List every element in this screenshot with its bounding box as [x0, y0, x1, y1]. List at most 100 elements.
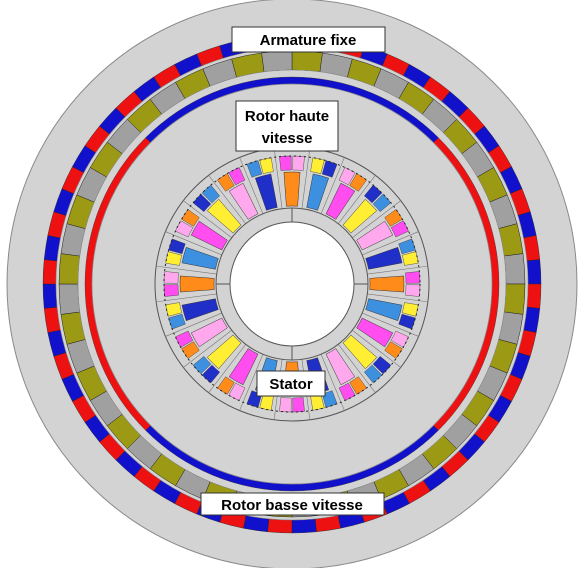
label-rotor-hs-line1: Rotor haute [245, 108, 329, 125]
label-armature-box [231, 26, 386, 53]
stator-winding-small [181, 209, 200, 227]
stator-winding-small [398, 313, 416, 330]
armature-magnet [291, 518, 317, 534]
armature-magnet [526, 259, 542, 285]
stator-tooth [208, 344, 246, 393]
stator-winding-boundary [163, 155, 421, 413]
label-rotor-hs-line2: vitesse [262, 130, 313, 147]
label-rotor-ls-text: Rotor basse vitesse [221, 497, 363, 514]
pole-piece [291, 50, 323, 73]
stator-tooth [165, 231, 222, 256]
stator-tooth [156, 265, 217, 275]
stator-tooth [338, 175, 376, 224]
stator-winding [306, 173, 330, 211]
stator-winding-small [279, 155, 292, 171]
stator-tooth [301, 148, 311, 209]
stator-tooth [362, 231, 419, 256]
stator-tooth [367, 265, 428, 275]
stator-winding [228, 348, 259, 386]
stator-tooth [183, 330, 232, 368]
stator-winding-small [163, 284, 179, 297]
stator-winding-small [390, 330, 409, 348]
stator-tooth [183, 200, 232, 238]
stator-tooth [352, 330, 401, 368]
stator-winding [325, 182, 356, 220]
stator-tooth [320, 157, 345, 214]
stator-winding [342, 334, 378, 370]
stator-winding-small [192, 193, 212, 212]
stator-tooth [338, 344, 376, 393]
stator-winding-small [228, 382, 246, 401]
stator-winding-small [217, 173, 235, 192]
stator-winding [228, 182, 259, 220]
stator-winding [206, 198, 242, 234]
stator-winding [179, 275, 215, 293]
label-rotor-basse-vitesse: Rotor basse vitesse [200, 492, 385, 516]
stator-winding [365, 246, 403, 270]
stator-winding [369, 275, 405, 293]
label-armature-fixe: Armature fixe [231, 26, 386, 53]
label-rotor-haute-vitesse: Rotor haute vitesse [235, 100, 339, 152]
shaft-bore [229, 221, 355, 347]
label-stator: Stator [256, 370, 326, 397]
stator-tooth [239, 354, 264, 411]
stator-tooth [239, 157, 264, 214]
stator-winding [181, 298, 219, 322]
stator-tooth [352, 200, 401, 238]
stator-winding [365, 298, 403, 322]
stator-winding-small [384, 209, 403, 227]
stator-tooth [273, 148, 283, 209]
stator-winding [190, 220, 228, 251]
stator-winding [356, 220, 394, 251]
label-armature-text: Armature fixe [260, 32, 357, 49]
stator-tooth [156, 293, 217, 303]
stator-tooth [208, 175, 246, 224]
label-rotor-ls-box [200, 492, 385, 516]
stator-winding-small [292, 397, 305, 413]
stator-tooth [362, 312, 419, 337]
pole-piece [503, 283, 526, 315]
stator-winding-small [364, 184, 383, 204]
stator-winding-small [175, 330, 194, 348]
stator-winding-small [201, 184, 220, 204]
label-stator-text: Stator [269, 376, 313, 393]
armature-magnet [267, 518, 293, 534]
pole-piece [58, 283, 81, 315]
stator-winding-small [338, 382, 356, 401]
stator-winding [325, 348, 356, 386]
armature-magnet [42, 283, 58, 309]
stator-winding-small [217, 376, 235, 395]
stator-tooth [367, 293, 428, 303]
stator-winding-small [292, 155, 305, 171]
stator-winding-small [372, 193, 392, 212]
stator-winding-small [310, 157, 325, 174]
armature-magnet [526, 283, 542, 309]
stator-winding [283, 171, 301, 207]
stator-winding-small [201, 364, 220, 384]
stator-winding [356, 317, 394, 348]
stator-winding [190, 317, 228, 348]
stator-winding-small [259, 157, 274, 174]
armature-magnet [42, 259, 58, 285]
pole-piece [503, 253, 526, 285]
stator-winding [254, 173, 278, 211]
stator-winding [342, 198, 378, 234]
stator-winding-small [405, 271, 421, 284]
pole-piece [261, 50, 293, 73]
label-stator-box [256, 370, 326, 397]
stator-tooth [320, 354, 345, 411]
stator-winding [206, 334, 242, 370]
label-rotor-hs-box [235, 100, 339, 152]
stator-winding-small [168, 313, 186, 330]
stator-winding-small [402, 302, 419, 317]
stator-winding-small [349, 173, 367, 192]
stator-winding-small [165, 302, 182, 317]
stator-winding-small [163, 271, 179, 284]
stator-tooth [165, 312, 222, 337]
machine-cross-section [6, 0, 578, 568]
stator-winding [181, 246, 219, 270]
pole-piece [58, 253, 81, 285]
stator-winding-small [405, 284, 421, 297]
stator-winding-small [279, 397, 292, 413]
